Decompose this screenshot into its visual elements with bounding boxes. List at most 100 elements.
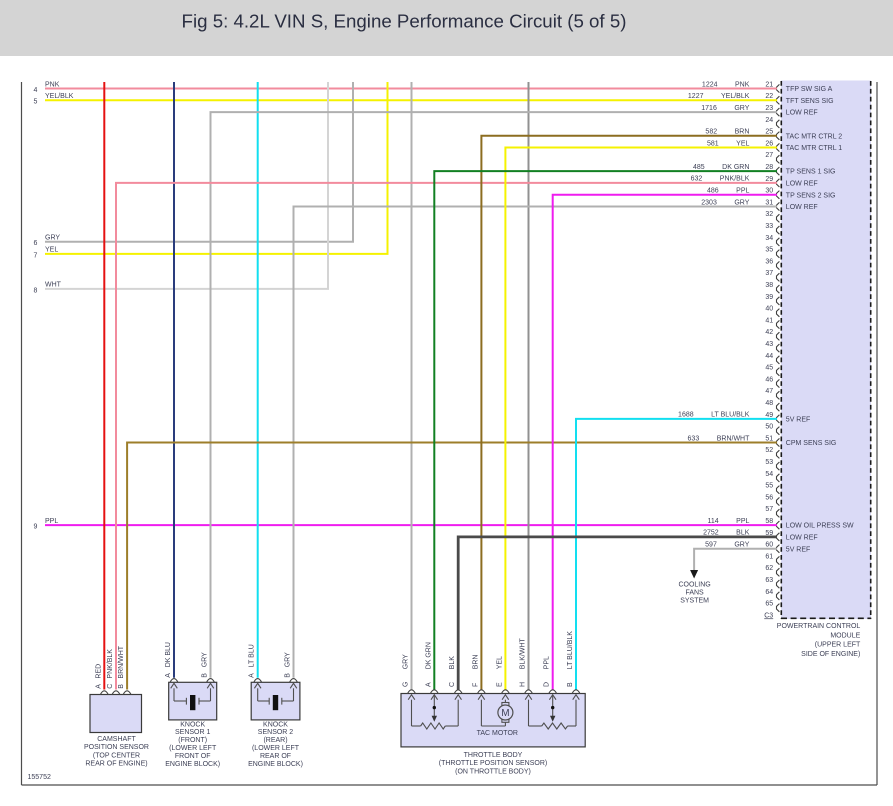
svg-text:633 BRN/WHT: 633 BRN/WHT — [688, 435, 751, 442]
svg-text:M: M — [501, 708, 509, 719]
svg-text:A: A — [95, 684, 102, 689]
svg-text:B: B — [118, 684, 125, 689]
svg-text:A: A — [165, 673, 172, 678]
svg-text:REAR OF ENGINE): REAR OF ENGINE) — [85, 761, 147, 768]
svg-text:C: C — [107, 684, 114, 689]
svg-text:(THROTTLE POSITION SENSOR): (THROTTLE POSITION SENSOR) — [439, 760, 548, 767]
svg-text:155752: 155752 — [28, 774, 51, 781]
svg-text:A: A — [425, 682, 432, 687]
svg-text:29: 29 — [765, 176, 773, 183]
svg-text:27: 27 — [765, 152, 773, 159]
svg-text:POWERTRAIN CONTROL: POWERTRAIN CONTROL — [777, 623, 861, 630]
svg-text:A: A — [249, 673, 256, 678]
svg-text:LOW REF: LOW REF — [786, 181, 818, 188]
svg-text:114 PPL: 114 PPL — [707, 518, 749, 525]
svg-text:TAC MTR CTRL 2: TAC MTR CTRL 2 — [786, 133, 842, 140]
svg-text:Fig 5: 4.2L VIN S, Engine Perf: Fig 5: 4.2L VIN S, Engine Performance Ci… — [182, 10, 627, 31]
svg-text:KNOCK: KNOCK — [180, 721, 205, 728]
svg-text:C: C — [449, 682, 456, 687]
svg-text:49: 49 — [765, 412, 773, 419]
svg-text:5V REF: 5V REF — [786, 546, 811, 553]
svg-text:B: B — [567, 682, 574, 687]
svg-text:57: 57 — [765, 506, 773, 513]
svg-text:597 GRY: 597 GRY — [705, 542, 750, 549]
svg-text:F: F — [472, 683, 479, 687]
svg-text:31: 31 — [765, 199, 773, 206]
svg-text:53: 53 — [765, 459, 773, 466]
svg-text:45: 45 — [765, 365, 773, 372]
svg-text:(UPPER LEFT: (UPPER LEFT — [815, 642, 861, 649]
svg-text:39: 39 — [765, 294, 773, 301]
svg-text:486 PPL: 486 PPL — [707, 188, 750, 195]
svg-text:TAC MOTOR: TAC MOTOR — [477, 730, 518, 737]
svg-text:TP SENS 2 SIG: TP SENS 2 SIG — [786, 192, 836, 199]
svg-text:43: 43 — [765, 341, 773, 348]
svg-text:7: 7 — [34, 252, 38, 259]
svg-text:PNK: PNK — [45, 81, 60, 88]
svg-text:(TOP CENTER: (TOP CENTER — [93, 752, 140, 759]
svg-text:5: 5 — [34, 99, 38, 106]
svg-text:58: 58 — [765, 518, 773, 525]
svg-text:(FRONT): (FRONT) — [178, 737, 207, 744]
svg-text:TAC MTR CTRL 1: TAC MTR CTRL 1 — [786, 145, 842, 152]
svg-text:GRY: GRY — [403, 654, 410, 669]
svg-text:B: B — [202, 673, 209, 678]
svg-text:SENSOR 2: SENSOR 2 — [258, 729, 294, 736]
svg-text:RED: RED — [95, 664, 102, 679]
svg-text:33: 33 — [765, 223, 773, 230]
svg-text:DK BLU: DK BLU — [165, 642, 172, 667]
svg-text:61: 61 — [765, 553, 773, 560]
svg-text:47: 47 — [765, 388, 773, 395]
svg-text:THROTTLE BODY: THROTTLE BODY — [464, 752, 523, 759]
svg-text:ENGINE BLOCK): ENGINE BLOCK) — [165, 761, 220, 768]
svg-text:YEL: YEL — [45, 247, 58, 254]
svg-text:PNK/BLK: PNK/BLK — [107, 649, 114, 679]
svg-text:65: 65 — [765, 601, 773, 608]
svg-text:50: 50 — [765, 424, 773, 431]
svg-text:1227 YEL/BLK: 1227 YEL/BLK — [688, 93, 750, 100]
svg-text:PPL: PPL — [45, 518, 58, 525]
svg-text:H: H — [520, 682, 527, 687]
svg-text:8: 8 — [34, 287, 38, 294]
svg-text:YEL: YEL — [496, 656, 503, 669]
svg-text:E: E — [496, 682, 503, 687]
svg-text:51: 51 — [765, 435, 773, 442]
svg-text:63: 63 — [765, 577, 773, 584]
svg-text:CPM SENS SIG: CPM SENS SIG — [786, 440, 837, 447]
svg-text:REAR OF: REAR OF — [260, 753, 291, 760]
svg-text:BLK: BLK — [449, 656, 456, 670]
svg-text:B: B — [285, 673, 292, 678]
svg-text:WHT: WHT — [45, 282, 62, 289]
svg-text:4: 4 — [34, 87, 38, 94]
svg-text:LOW REF: LOW REF — [786, 535, 818, 542]
svg-text:24: 24 — [765, 117, 773, 124]
svg-text:CAMSHAFT: CAMSHAFT — [97, 736, 136, 743]
svg-text:DK GRN: DK GRN — [425, 642, 432, 669]
svg-text:632 PNK/BLK: 632 PNK/BLK — [691, 176, 750, 183]
svg-text:LOW OIL PRESS SW: LOW OIL PRESS SW — [786, 523, 854, 530]
svg-text:38: 38 — [765, 282, 773, 289]
svg-text:BLK/WHT: BLK/WHT — [520, 637, 527, 669]
svg-text:55: 55 — [765, 483, 773, 490]
svg-text:MODULE: MODULE — [830, 632, 860, 639]
svg-text:48: 48 — [765, 400, 773, 407]
svg-text:59: 59 — [765, 530, 773, 537]
svg-text:TFP SW SIG A: TFP SW SIG A — [786, 86, 833, 93]
svg-text:(LOWER LEFT: (LOWER LEFT — [169, 745, 217, 752]
svg-text:6: 6 — [34, 240, 38, 247]
svg-text:56: 56 — [765, 494, 773, 501]
svg-text:LT BLU: LT BLU — [249, 644, 256, 667]
svg-text:BRN: BRN — [472, 655, 479, 670]
svg-text:37: 37 — [765, 270, 773, 277]
svg-text:60: 60 — [765, 542, 773, 549]
svg-text:52: 52 — [765, 447, 773, 454]
svg-text:PPL: PPL — [544, 656, 551, 669]
svg-text:21: 21 — [765, 81, 773, 88]
svg-text:(ON THROTTLE BODY): (ON THROTTLE BODY) — [455, 768, 531, 775]
svg-text:35: 35 — [765, 247, 773, 254]
svg-text:36: 36 — [765, 258, 773, 265]
svg-text:40: 40 — [765, 306, 773, 313]
svg-text:23: 23 — [765, 105, 773, 112]
svg-text:32: 32 — [765, 211, 773, 218]
svg-text:30: 30 — [765, 188, 773, 195]
